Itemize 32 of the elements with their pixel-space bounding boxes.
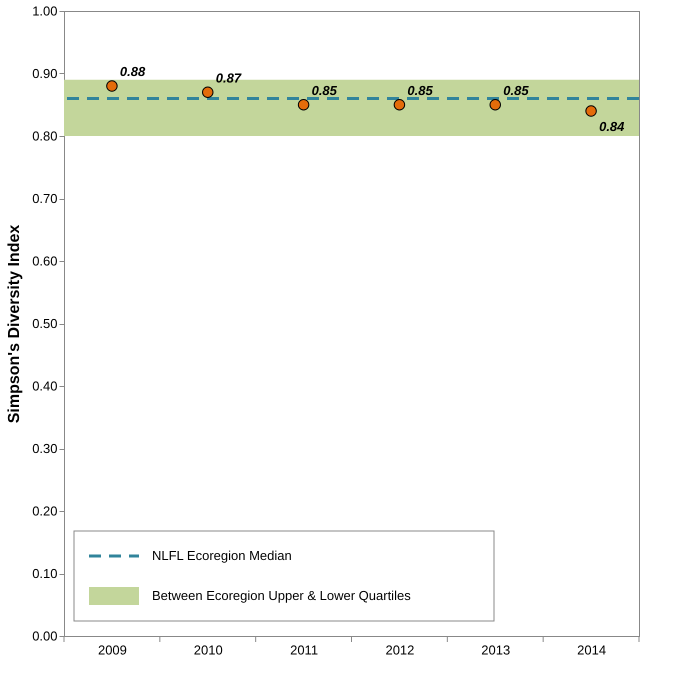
x-tick-label: 2010: [194, 642, 223, 658]
x-tick-label: 2012: [385, 642, 414, 658]
point: [298, 99, 310, 110]
y-tick-label: 0.00: [32, 628, 58, 644]
y-tick-label: 0.70: [32, 191, 58, 206]
x-tick-label: 2011: [290, 642, 318, 658]
legend-label: Between Ecoregion Upper & Lower Quartiles: [152, 588, 412, 603]
point: [585, 105, 597, 117]
point: [394, 99, 406, 110]
point: [490, 99, 501, 110]
y-tick-label: 0.50: [32, 316, 58, 331]
y-tick-label: 0.40: [32, 378, 58, 394]
y-axis-title: Simpson's Diversity Index: [6, 224, 24, 424]
y-tick-label: 0.10: [32, 566, 58, 581]
data-label: 0.85: [503, 82, 530, 98]
x-tick-label: 2009: [98, 642, 127, 658]
y-tick-label: 0.20: [32, 504, 58, 518]
data-label: 0.85: [312, 82, 338, 98]
data-label: 0.85: [407, 82, 434, 98]
data-label: 0.84: [599, 119, 626, 134]
y-tick-label: 0.30: [32, 441, 58, 456]
y-tick-label: 0.60: [32, 254, 58, 268]
x-tick-label: 2014: [577, 642, 606, 658]
point: [202, 86, 214, 98]
point: [106, 80, 118, 92]
legend-label: NLFL Ecoregion Median: [152, 548, 292, 563]
x-tick-label: 2013: [481, 642, 510, 658]
y-tick-label: 0.90: [32, 66, 58, 81]
data-label: 0.88: [120, 64, 146, 79]
y-tick-label: 0.80: [32, 128, 58, 144]
data-label: 0.87: [216, 70, 242, 86]
y-tick-label: 1.00: [32, 4, 58, 18]
